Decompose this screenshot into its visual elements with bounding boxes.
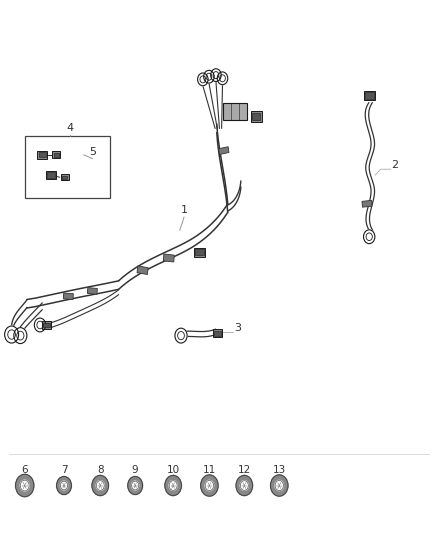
Bar: [213, 329, 223, 337]
Text: 13: 13: [272, 465, 286, 474]
Circle shape: [128, 477, 143, 495]
Bar: [251, 111, 261, 122]
Bar: [42, 321, 51, 329]
Bar: [46, 171, 56, 179]
Bar: [195, 249, 204, 255]
Circle shape: [5, 326, 18, 343]
Circle shape: [275, 480, 283, 491]
Polygon shape: [88, 287, 97, 294]
Circle shape: [165, 475, 181, 496]
Circle shape: [204, 70, 214, 83]
Text: 9: 9: [132, 465, 138, 474]
Circle shape: [20, 480, 29, 491]
Text: 10: 10: [166, 465, 180, 474]
Polygon shape: [163, 254, 174, 262]
Text: 2: 2: [392, 160, 399, 170]
Circle shape: [92, 475, 109, 496]
Bar: [37, 151, 47, 159]
Bar: [52, 151, 60, 158]
Bar: [252, 113, 260, 120]
Circle shape: [364, 230, 375, 244]
Text: 12: 12: [238, 465, 251, 474]
Circle shape: [205, 480, 214, 491]
Circle shape: [198, 73, 208, 86]
Bar: [365, 92, 374, 99]
Circle shape: [60, 481, 67, 490]
Circle shape: [131, 481, 139, 490]
Bar: [214, 331, 221, 336]
Bar: [62, 175, 67, 179]
Text: 5: 5: [89, 147, 96, 157]
Bar: [39, 152, 46, 157]
Text: 7: 7: [61, 465, 67, 474]
Circle shape: [14, 328, 27, 344]
Circle shape: [236, 475, 253, 496]
Bar: [194, 248, 205, 257]
Polygon shape: [64, 293, 73, 300]
Bar: [25, 136, 110, 198]
Bar: [43, 322, 50, 327]
Polygon shape: [362, 200, 372, 207]
Circle shape: [201, 475, 218, 496]
Text: 3: 3: [234, 324, 241, 333]
Bar: [47, 172, 55, 177]
Circle shape: [57, 477, 71, 495]
Text: 4: 4: [66, 123, 73, 133]
Circle shape: [211, 69, 221, 82]
Circle shape: [240, 481, 248, 490]
Bar: [61, 174, 69, 180]
Circle shape: [217, 72, 228, 85]
Text: 11: 11: [203, 465, 216, 474]
Text: 1: 1: [180, 205, 187, 215]
Circle shape: [96, 481, 104, 490]
Circle shape: [169, 481, 177, 490]
Circle shape: [175, 328, 187, 343]
Text: 8: 8: [97, 465, 103, 474]
Bar: [53, 153, 59, 157]
Bar: [364, 91, 375, 100]
Circle shape: [15, 474, 34, 497]
Polygon shape: [137, 266, 148, 274]
Circle shape: [34, 318, 46, 332]
Bar: [223, 103, 247, 120]
Polygon shape: [219, 147, 229, 155]
Circle shape: [271, 475, 288, 496]
Text: 6: 6: [21, 465, 28, 474]
